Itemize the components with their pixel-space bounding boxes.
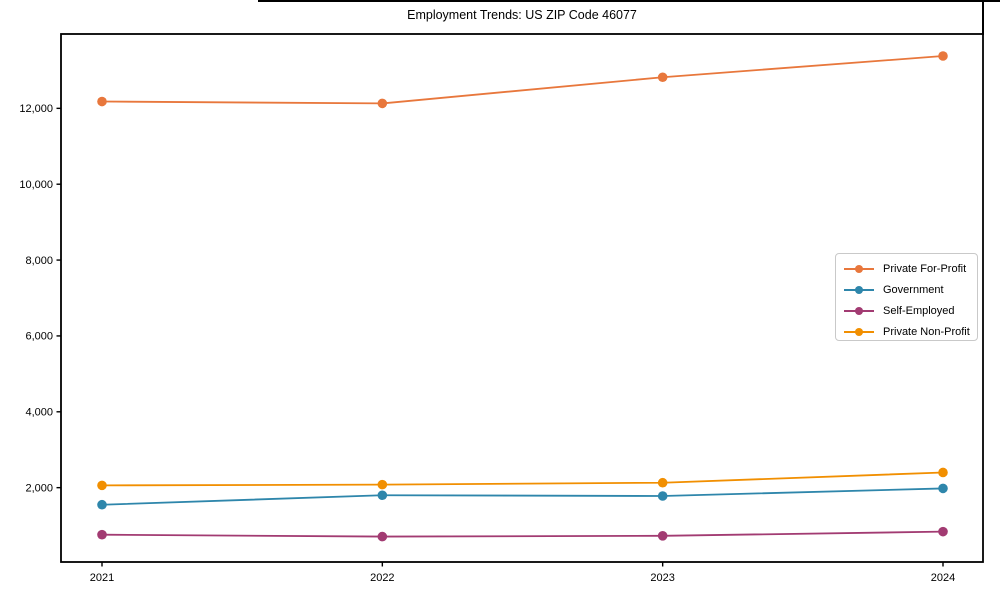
series-line-self-employed [101, 530, 944, 538]
data-point [938, 467, 948, 478]
data-point [377, 98, 388, 109]
right-border-artifact [982, 0, 984, 35]
legend-marker-icon [844, 306, 874, 316]
data-point [377, 531, 388, 542]
data-point [657, 531, 668, 541]
legend-item-private-non-profit: Private Non-Profit [844, 321, 977, 342]
legend-item-private-for-profit: Private For-Profit [844, 258, 977, 279]
y-tick-label: 4,000 [25, 407, 53, 419]
data-point [97, 480, 107, 491]
legend-label: Private Non-Profit [883, 325, 970, 338]
data-point [657, 477, 668, 488]
data-point [657, 72, 668, 83]
data-point [377, 479, 388, 490]
legend-marker-icon [844, 327, 874, 337]
y-tick-label: 2,000 [25, 482, 53, 494]
series-line-private-for-profit [101, 55, 944, 105]
data-point [938, 483, 948, 494]
x-tick-label: 2022 [370, 572, 394, 584]
axes-box [60, 33, 984, 563]
data-point [938, 526, 948, 537]
x-tick-label: 2023 [650, 572, 674, 584]
y-tick-label: 12,000 [19, 103, 53, 115]
legend: Private For-Profit Government Self-Emplo… [835, 253, 978, 341]
legend-label: Self-Employed [883, 304, 955, 317]
legend-label: Government [883, 283, 944, 296]
y-tick-label: 8,000 [25, 255, 53, 267]
data-point [97, 529, 107, 540]
legend-label: Private For-Profit [883, 262, 967, 275]
series-line-private-non-profit [101, 471, 944, 487]
data-point [938, 51, 948, 61]
series-line-government [101, 487, 944, 506]
chart-title: Employment Trends: US ZIP Code 46077 [407, 8, 637, 22]
legend-item-self-employed: Self-Employed [844, 300, 977, 321]
top-border-artifact [258, 0, 1000, 2]
x-tick-label: 2021 [90, 572, 114, 584]
data-point [657, 491, 668, 501]
legend-item-government: Government [844, 279, 977, 300]
y-tick-label: 6,000 [25, 331, 53, 343]
data-point [97, 96, 107, 107]
y-tick-label: 10,000 [19, 179, 53, 191]
data-point [97, 499, 107, 510]
legend-marker-icon [844, 264, 874, 274]
data-point [377, 490, 388, 501]
legend-marker-icon [844, 285, 874, 295]
x-tick-label: 2024 [931, 572, 955, 584]
